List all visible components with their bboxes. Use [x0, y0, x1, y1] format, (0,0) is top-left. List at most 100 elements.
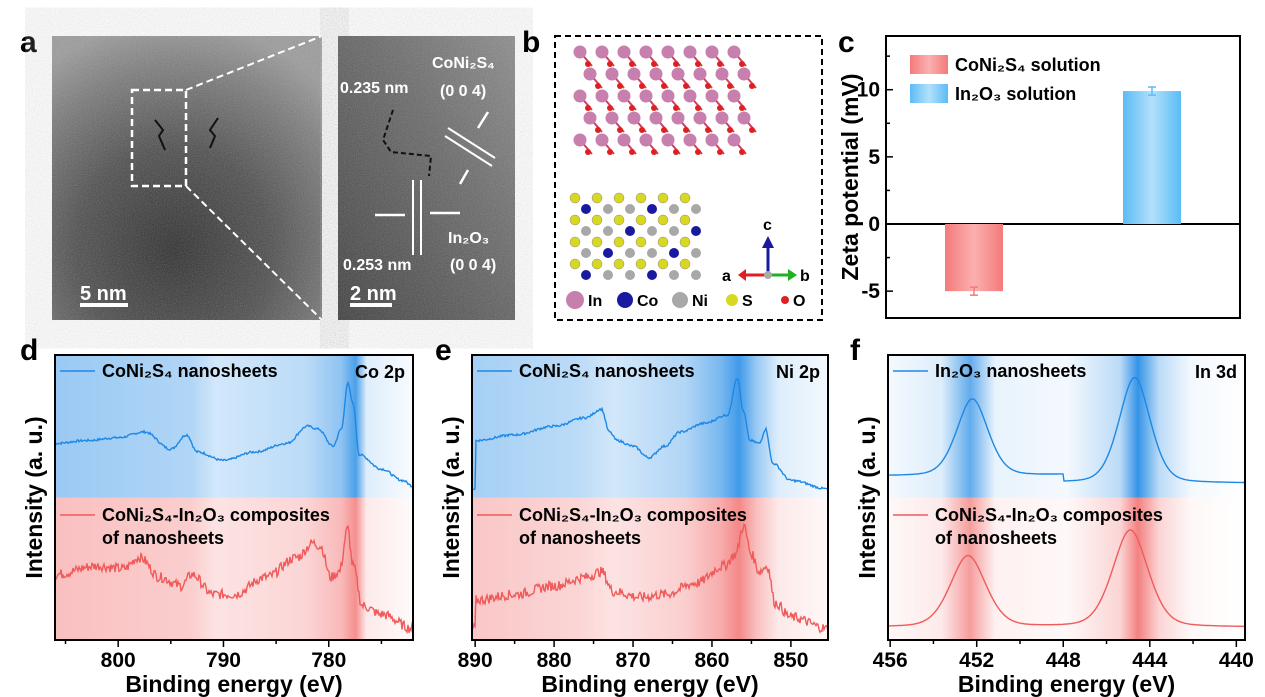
s-atom: [635, 258, 647, 270]
y-axis-label: Intensity (a. u.): [21, 416, 47, 578]
in-atom: [683, 89, 697, 103]
o-atom: [695, 149, 701, 155]
xps-co2p-chart: CoNi₂S₄ nanosheets CoNi₂S₄-In₂O₃ composit…: [21, 354, 414, 697]
axis-indicator: c a b: [722, 217, 810, 285]
o-atom: [585, 105, 591, 111]
in-atom: [605, 67, 619, 81]
legend-label: CoNi₂S₄ nanosheets: [102, 361, 278, 381]
in-atom: [595, 133, 609, 147]
in-atom: [683, 45, 697, 59]
s-atom: [613, 192, 625, 204]
metal-atom: [691, 248, 701, 258]
plane-bottom-material: In₂O₃: [448, 230, 489, 247]
metal-atom: [603, 204, 613, 214]
in-atom: [573, 133, 587, 147]
o-atom: [585, 61, 591, 67]
x-tick-label: 790: [206, 649, 241, 672]
s-atom: [591, 236, 603, 248]
s-atom: [569, 258, 581, 270]
in-atom: [693, 111, 707, 125]
legend-label: Co: [637, 293, 659, 310]
in-atom: [737, 111, 751, 125]
legend-label: In: [588, 293, 602, 310]
bar-0: [945, 224, 1003, 292]
tem-image-hrtem: 0.235 nm CoNi₂S₄ (0 0 4) In₂O₃ (0 0 4) 0…: [338, 36, 515, 320]
axis-b: b: [800, 268, 810, 285]
panel-label-b: b: [522, 26, 540, 59]
in-atom: [671, 111, 685, 125]
spectrum-line-top: [471, 377, 829, 491]
o-atom: [683, 127, 689, 133]
s-atom: [591, 192, 603, 204]
in-atom: [639, 133, 653, 147]
o-atom: [607, 105, 613, 111]
in-atom: [715, 111, 729, 125]
o-atom: [639, 83, 645, 89]
in-atom: [661, 89, 675, 103]
o-atom: [717, 149, 723, 155]
x-tick-label: 440: [1219, 649, 1254, 672]
legend-atom-co-icon: [617, 292, 633, 308]
panel-label-f: f: [850, 334, 861, 367]
panel-label-e: e: [435, 334, 452, 367]
in-atom: [661, 45, 675, 59]
panel-label-a: a: [20, 26, 37, 59]
in-atom: [705, 89, 719, 103]
axis-a: a: [722, 268, 731, 285]
metal-atom: [647, 204, 657, 214]
o-atom: [673, 61, 679, 67]
metal-atom: [691, 270, 701, 280]
metal-atom: [581, 204, 591, 214]
x-tick-label: 890: [458, 649, 493, 672]
y-axis-label: Intensity (a. u.): [438, 416, 464, 578]
metal-atom: [669, 270, 679, 280]
metal-atom: [625, 204, 635, 214]
y-tick-label: -5: [861, 280, 880, 303]
plot-frame: [887, 354, 1246, 641]
o-atom: [717, 105, 723, 111]
s-atom: [635, 192, 647, 204]
o-atom: [617, 127, 623, 133]
legend-atom-o-icon: [781, 296, 789, 304]
o-atom: [727, 127, 733, 133]
metal-atom: [669, 226, 679, 236]
plane-top-index: (0 0 4): [440, 83, 486, 100]
y-tick-label: 10: [857, 79, 880, 102]
metal-atom: [691, 204, 701, 214]
o-atom: [705, 83, 711, 89]
x-axis-label: Binding energy (eV): [958, 671, 1175, 697]
s-atom: [679, 258, 691, 270]
s-atom: [613, 258, 625, 270]
in-atom: [605, 111, 619, 125]
metal-atom: [669, 204, 679, 214]
scale-bar-label: 5 nm: [80, 283, 127, 305]
s-atom: [591, 258, 603, 270]
in-atom: [661, 133, 675, 147]
shading-top: [472, 355, 828, 498]
tem-image-overview: 5 nm: [52, 35, 323, 321]
y-axis-label: Intensity (a. u.): [854, 416, 880, 578]
o-atom: [607, 149, 613, 155]
s-atom: [657, 258, 669, 270]
legend-label: S: [742, 293, 753, 310]
s-atom: [635, 236, 647, 248]
in-atom: [617, 45, 631, 59]
legend-label: Ni: [692, 293, 708, 310]
s-atom: [635, 214, 647, 226]
metal-atom: [625, 226, 635, 236]
spectrum-line-top: [54, 380, 414, 488]
in-atom: [705, 45, 719, 59]
s-atom: [613, 236, 625, 248]
in-atom: [683, 133, 697, 147]
metal-atom: [647, 226, 657, 236]
plot-frame: [885, 35, 1241, 319]
legend-label: CoNi₂S₄-In₂O₃ composites: [102, 505, 330, 525]
x-tick-label: 448: [1046, 649, 1081, 672]
legend-label: CoNi₂S₄-In₂O₃ composites: [519, 505, 747, 525]
y-tick-label: 5: [868, 146, 880, 169]
in-atom: [627, 67, 641, 81]
in-atom: [715, 67, 729, 81]
spectrum-title: Ni 2p: [776, 362, 820, 382]
spectrum-line-bottom: [471, 523, 829, 634]
